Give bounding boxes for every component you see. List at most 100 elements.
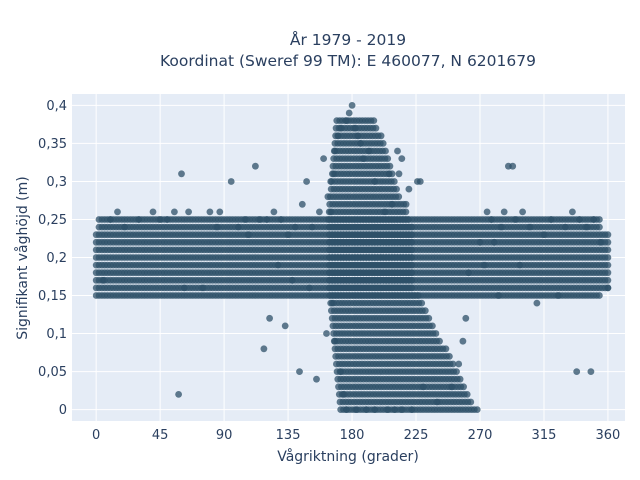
- data-point: [429, 322, 436, 330]
- data-point: [421, 307, 429, 315]
- data-point: [473, 406, 481, 413]
- data-point: [260, 345, 268, 353]
- data-point: [175, 391, 183, 398]
- y-tick-label: 0,2: [46, 251, 67, 266]
- data-point: [386, 162, 394, 170]
- x-tick-label: 225: [404, 428, 429, 443]
- data-point: [405, 185, 413, 193]
- data-point: [114, 208, 121, 216]
- data-point: [408, 261, 416, 269]
- x-tick-label: 180: [340, 428, 365, 443]
- x-axis-title: Vågriktning (grader): [277, 448, 419, 465]
- data-point: [408, 246, 416, 254]
- data-point: [323, 330, 330, 337]
- data-point: [509, 162, 517, 170]
- x-tick-label: 90: [216, 428, 233, 443]
- data-point: [604, 246, 612, 254]
- data-points: [92, 102, 612, 413]
- data-point: [604, 238, 612, 246]
- y-tick-label: 0,3: [46, 175, 67, 190]
- y-tick-label: 0,25: [38, 213, 67, 228]
- data-point: [432, 330, 440, 337]
- y-tick-label: 0,1: [46, 327, 67, 342]
- data-point: [171, 208, 178, 216]
- data-point: [185, 208, 193, 216]
- data-point: [453, 368, 460, 375]
- data-point: [395, 170, 403, 178]
- data-point: [425, 314, 433, 322]
- data-point: [408, 269, 416, 277]
- x-tick-label: 270: [468, 428, 493, 443]
- data-point: [604, 276, 612, 284]
- data-point: [418, 299, 426, 307]
- data-point: [449, 360, 457, 368]
- data-point: [460, 383, 467, 391]
- data-point: [281, 322, 289, 330]
- data-point: [390, 178, 398, 185]
- data-point: [414, 178, 421, 185]
- data-point: [604, 269, 612, 277]
- y-tick-labels: 0 0,05 0,1 0,15 0,2 0,25 0,3 0,35 0,4: [38, 99, 67, 418]
- data-point: [446, 353, 453, 360]
- data-point: [370, 117, 378, 124]
- data-point: [266, 314, 273, 322]
- data-point: [377, 132, 385, 140]
- data-point: [483, 208, 491, 216]
- data-point: [463, 391, 471, 398]
- data-point: [519, 208, 526, 216]
- data-point: [442, 345, 450, 353]
- data-point: [587, 368, 595, 375]
- data-point: [316, 208, 323, 216]
- x-tick-label: 0: [92, 428, 100, 443]
- data-point: [596, 216, 603, 223]
- y-axis-title: Signifikant våghöjd (m): [14, 176, 31, 339]
- data-point: [206, 208, 214, 216]
- data-point: [382, 147, 389, 155]
- y-tick-label: 0,05: [38, 365, 67, 380]
- data-point: [414, 292, 422, 299]
- data-point: [398, 155, 406, 163]
- data-point: [394, 147, 401, 155]
- data-point: [372, 124, 380, 132]
- data-point: [500, 208, 508, 216]
- data-point: [569, 208, 576, 216]
- data-point: [604, 231, 612, 239]
- data-point: [533, 299, 541, 307]
- x-tick-label: 315: [532, 428, 557, 443]
- y-tick-label: 0,35: [38, 137, 67, 152]
- data-point: [379, 140, 387, 147]
- data-point: [298, 200, 306, 208]
- y-tick-label: 0: [59, 403, 67, 418]
- data-point: [408, 284, 416, 292]
- data-point: [400, 200, 408, 208]
- data-point: [227, 178, 235, 185]
- y-tick-label: 0,4: [46, 99, 67, 114]
- x-tick-label: 45: [152, 428, 169, 443]
- chart-title-line-2: Koordinat (Sweref 99 TM): E 460077, N 62…: [160, 52, 536, 70]
- data-point: [393, 185, 400, 193]
- data-point: [467, 398, 475, 406]
- data-point: [604, 284, 612, 292]
- data-point: [436, 337, 443, 345]
- data-point: [408, 254, 416, 261]
- data-point: [596, 223, 603, 231]
- data-point: [456, 375, 464, 383]
- y-tick-label: 0,15: [38, 289, 67, 304]
- data-point: [408, 238, 416, 246]
- x-tick-labels: 0 45 90 135 180 225 270 315 360: [92, 428, 620, 443]
- data-point: [388, 170, 396, 178]
- data-point: [408, 276, 416, 284]
- chart-title-line-1: År 1979 - 2019: [290, 30, 406, 49]
- data-point: [252, 162, 259, 170]
- data-point: [296, 368, 303, 375]
- x-tick-label: 135: [276, 428, 301, 443]
- data-point: [462, 314, 470, 322]
- data-point: [596, 292, 603, 299]
- data-point: [402, 208, 410, 216]
- data-point: [320, 155, 327, 163]
- data-point: [404, 216, 412, 223]
- data-point: [604, 261, 612, 269]
- data-point: [345, 109, 353, 117]
- data-point: [455, 360, 463, 368]
